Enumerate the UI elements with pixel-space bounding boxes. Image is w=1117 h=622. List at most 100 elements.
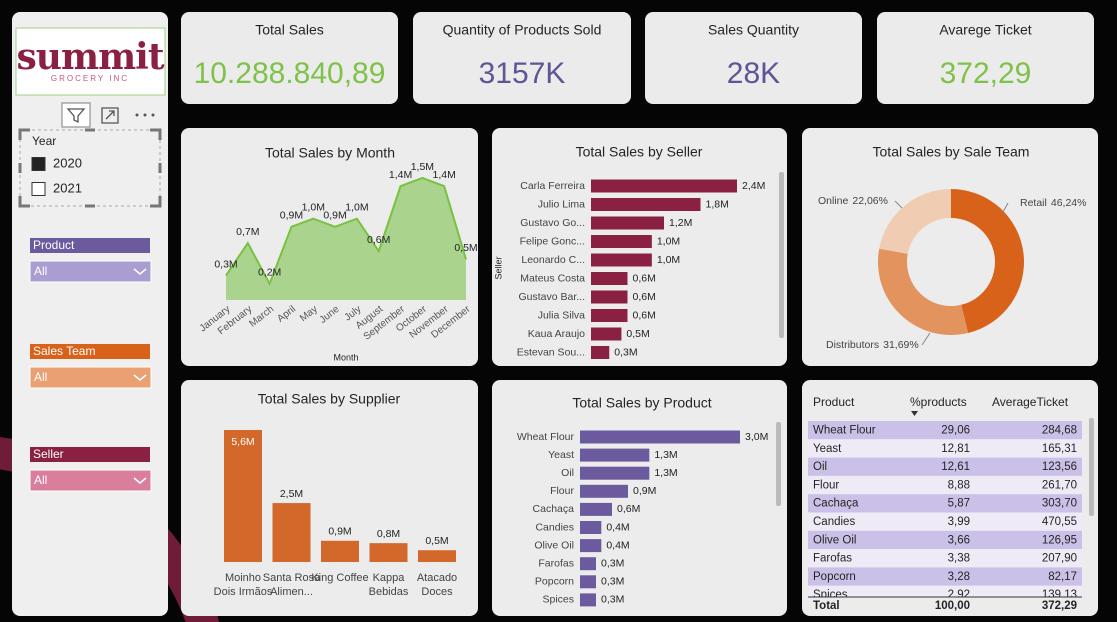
label-name: Online: [818, 195, 849, 207]
data-label: 1,2M: [669, 217, 692, 229]
y-tick-label: Julio Lima: [538, 198, 585, 210]
table-total: Total: [813, 600, 840, 612]
data-label: 0,9M: [328, 526, 351, 538]
bar: [580, 484, 628, 498]
bar: [321, 540, 359, 562]
data-label: 0,8M: [377, 528, 400, 540]
y-tick-label: Gustavo Bar...: [518, 291, 585, 303]
chevron: [133, 374, 147, 381]
table-cell: Farofas: [813, 553, 852, 565]
y-tick-label: Spices: [542, 594, 574, 606]
filter-dropdown[interactable]: [29, 469, 152, 492]
table-cell: 8,88: [948, 479, 970, 491]
filter-button[interactable]: [61, 102, 91, 128]
table-row: [808, 421, 1082, 440]
data-label: 0,3M: [601, 576, 624, 588]
chart-title: Total Sales by Seller: [576, 144, 703, 160]
slicer-handles: [18, 128, 162, 208]
data-label: Distributors 31,69%: [826, 339, 919, 351]
data-label: Online 22,06%: [818, 195, 888, 207]
data-label: 1,0M: [657, 254, 680, 266]
area-line: [225, 176, 467, 287]
y-tick-label: Flour: [550, 485, 574, 497]
table-cell: Oil: [813, 461, 827, 473]
bar: [591, 327, 622, 341]
table-cell: 139,13: [1042, 589, 1077, 601]
bar: [580, 448, 650, 462]
bar: [591, 290, 628, 304]
y-tick-label: Kaua Araujo: [528, 328, 585, 340]
table-cell: Flour: [813, 479, 839, 491]
bar: [591, 272, 628, 285]
filter-value: All: [34, 370, 47, 384]
scrollbar[interactable]: [1089, 418, 1094, 516]
table-cell: 5,87: [948, 498, 970, 510]
x-tick-label: Kappa Bebidas: [368, 572, 409, 598]
kpi-title: Sales Quantity: [708, 22, 799, 38]
focus-icon[interactable]: [101, 107, 119, 124]
kpi-card: [645, 12, 862, 104]
table-row: [808, 549, 1082, 568]
bar: [580, 557, 596, 571]
filter-header: [30, 238, 150, 253]
bar: [580, 430, 740, 444]
y-tick-label: Cachaça: [533, 503, 575, 515]
filter-title: Product: [33, 238, 75, 252]
data-label: 0,3M: [614, 346, 637, 358]
label-value: 46,24%: [1051, 197, 1087, 209]
kpi-title: Avarege Ticket: [939, 22, 1031, 38]
chevron: [133, 477, 147, 484]
table-cell: 12,61: [941, 461, 970, 473]
data-label: 2,5M: [280, 488, 303, 500]
table-body: Wheat Flour 29,06 284,68 Yeast 12,81 165,31 Oi…: [808, 421, 1082, 601]
kpi-card: [181, 12, 398, 104]
table-row: [808, 457, 1082, 476]
y-tick-label: Olive Oil: [534, 539, 574, 551]
scrollbar[interactable]: [779, 172, 784, 338]
kpi-title: Total Sales: [255, 22, 323, 38]
donut-slice: [879, 189, 951, 254]
table-cell: Olive Oil: [813, 534, 856, 546]
filter-title: Sales Team: [33, 344, 95, 358]
data-label: 1,0M: [657, 235, 680, 247]
label-value: 22,06%: [852, 195, 888, 207]
filter-dropdown[interactable]: [29, 366, 152, 389]
data-label: 0,6M: [633, 272, 656, 284]
y-tick-label: Mateus Costa: [520, 272, 585, 284]
chart-title: Total Sales by Product: [572, 395, 711, 411]
table-cell: 126,95: [1042, 534, 1077, 546]
data-label: 1,4M: [389, 169, 412, 181]
scrollbar[interactable]: [776, 422, 781, 506]
leader-line: [894, 200, 903, 209]
table-cell: 303,70: [1042, 498, 1077, 510]
x-axis-title: Month: [333, 352, 358, 362]
bar: [580, 521, 602, 534]
table-cell: Popcorn: [813, 571, 856, 583]
y-tick-label: Farofas: [538, 557, 574, 569]
table-cell: 284,68: [1042, 425, 1077, 437]
data-label: 1,3M: [654, 467, 677, 479]
table-row: [808, 530, 1082, 550]
sort-arrow[interactable]: [911, 411, 918, 416]
data-label: 0,9M: [633, 485, 656, 497]
data-label: 0,5M: [425, 535, 448, 547]
checkbox[interactable]: [31, 182, 46, 196]
x-tick-label: Atacado Doces: [416, 572, 458, 598]
filter-header: [30, 447, 150, 462]
logo-tagline: GROCERY INC: [51, 74, 129, 83]
data-label: 1,4M: [433, 169, 456, 181]
chevron: [133, 268, 147, 275]
table-row: [808, 585, 1082, 597]
bar: [580, 593, 596, 607]
data-label: 0,6M: [617, 503, 640, 515]
x-tick-label: Santa Rosa Alimen...: [262, 572, 321, 598]
table-cell: 29,06: [941, 425, 970, 437]
data-label: 2,4M: [742, 180, 765, 192]
filter-dropdown[interactable]: [29, 260, 152, 283]
more-icon[interactable]: [135, 113, 155, 117]
area-fill: [226, 178, 466, 300]
checkbox[interactable]: [31, 157, 46, 171]
table-cell: 3,66: [948, 534, 970, 546]
bar: [580, 466, 650, 480]
